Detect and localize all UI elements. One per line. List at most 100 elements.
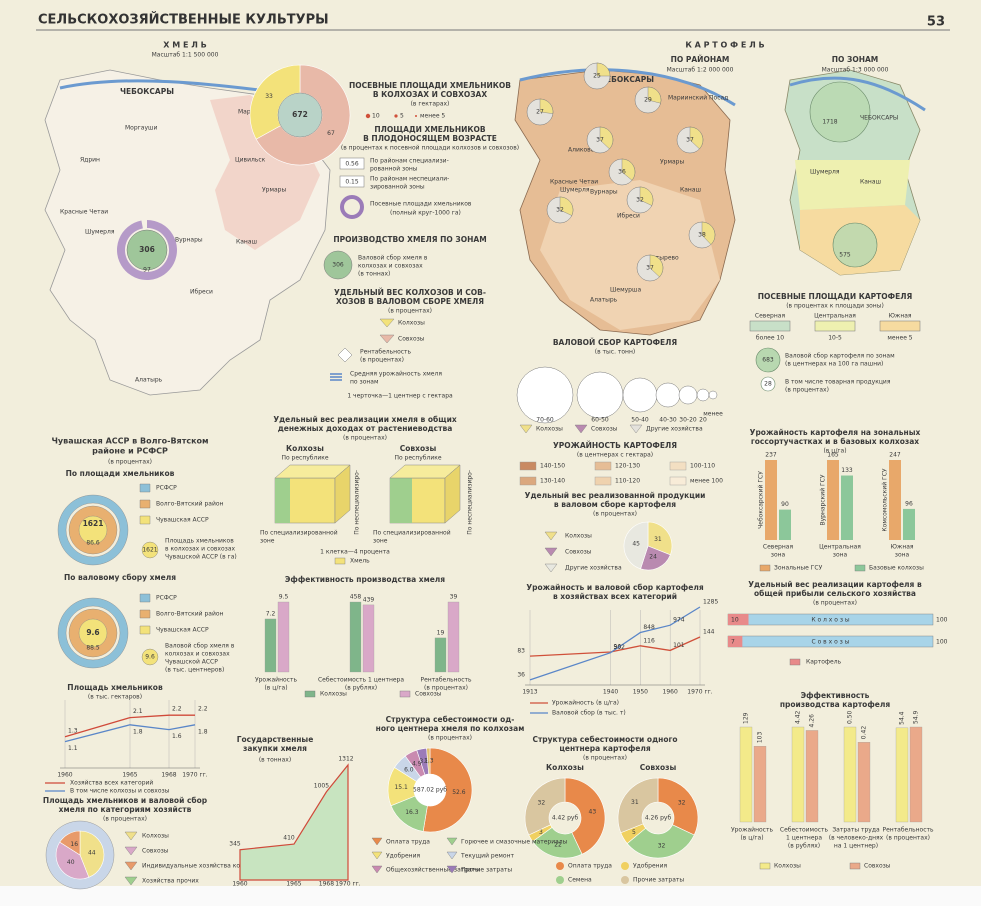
size-circle <box>696 388 710 402</box>
legend-dot <box>621 862 629 870</box>
row-label: С о в х о з ы <box>812 639 850 646</box>
legend-wedge <box>124 861 138 871</box>
label: Базовые колхозы <box>869 565 924 572</box>
chart-title: Чувашская АССР в Волго-Вятском <box>51 437 208 446</box>
x-tick-label: 1965 <box>122 772 137 779</box>
cost-slice <box>657 777 699 836</box>
label: 9.6 <box>145 654 155 661</box>
legend-swatch <box>849 862 861 870</box>
sales-slice <box>623 521 649 570</box>
label: Чувашской АССР (в га) <box>165 554 237 561</box>
cost-slice <box>524 777 566 836</box>
value-label: 1.8 <box>198 728 208 735</box>
slice-label: 24 <box>649 553 657 560</box>
district-share <box>639 186 654 206</box>
yield-bar <box>827 460 839 540</box>
label: 86.6 <box>86 540 100 547</box>
x-tick-label: 1950 <box>633 689 648 696</box>
label: 683 <box>762 357 774 364</box>
label: РСФСР <box>156 485 177 492</box>
yield-swatch <box>519 476 537 486</box>
legend-title: В КОЛХОЗАХ И СОВХОЗАХ <box>373 90 488 99</box>
cost-slice <box>564 777 606 855</box>
legend-wedge <box>124 846 138 856</box>
legend-title: ПОСЕВНЫЕ ПЛОЩАДИ ХМЕЛЬНИКОВ <box>349 81 511 90</box>
place-name: Ибреси <box>190 289 213 296</box>
value-label: 848 <box>643 624 655 631</box>
label: Прочие затраты <box>461 867 512 874</box>
label: (в центнерах с гектара) <box>577 452 653 459</box>
legend-dot <box>415 115 417 117</box>
value-label: 116 <box>643 637 655 644</box>
label: РСФСР <box>156 595 177 602</box>
slice-label: 52.6 <box>452 789 466 796</box>
legend-swatch <box>399 690 411 698</box>
place-name: Ядрин <box>80 157 100 164</box>
category-label: (в ц/га) <box>740 835 763 842</box>
x-tick-label: 1968 <box>161 772 176 779</box>
label: (в тыс. центнеров) <box>165 667 224 674</box>
map-scale: Масштаб 1:1 500 000 <box>152 52 219 59</box>
value-label: 4.26 <box>809 714 816 728</box>
x-tick-label: 1970 гг. <box>182 772 207 779</box>
label: Зональные ГСУ <box>774 565 823 572</box>
yield-swatch <box>669 461 687 471</box>
trend-line <box>529 636 701 657</box>
legend-label: Валовой сбор (в тыс. т) <box>552 710 626 717</box>
slice-label: 3 <box>539 829 543 836</box>
value-label: 974 <box>673 617 685 624</box>
zone-total <box>809 81 871 143</box>
place-name: Ибреси <box>617 213 640 220</box>
bar <box>857 742 871 823</box>
label: Совхозы <box>142 848 169 855</box>
legend-dot <box>556 876 564 884</box>
place-name: Мариинский Посад <box>668 95 728 102</box>
legend-swatch <box>854 564 866 572</box>
district-value: 37 <box>686 137 694 144</box>
profit-bar <box>728 636 743 647</box>
district-value: 25 <box>593 73 601 80</box>
label: Центральная <box>814 313 856 320</box>
category-label: Рентабельность <box>420 677 472 684</box>
zone-circle <box>126 229 168 271</box>
label: (в процентах) <box>813 600 857 607</box>
label: Чувашская АССР <box>156 517 209 524</box>
chart-title: закупки хмеля <box>243 744 307 753</box>
label: Хозяйства прочих <box>142 878 199 885</box>
slice-label: 32 <box>678 799 686 806</box>
district-value: 36 <box>618 169 626 176</box>
legend-wedge <box>446 851 458 860</box>
slice-label: 45 <box>632 541 640 548</box>
value-label: 1285 <box>703 599 718 606</box>
label: менее <box>703 411 723 418</box>
label: (в процентах) <box>343 435 387 442</box>
label: Колхозы <box>536 426 563 433</box>
label: (в ц/га) <box>823 448 846 455</box>
share-wedge <box>379 318 395 328</box>
slice-label: 1.3 <box>424 758 434 765</box>
area-line <box>64 714 195 738</box>
label: 100-110 <box>690 463 715 470</box>
place-name: Аликово <box>568 147 595 154</box>
legend-label: Хозяйства всех категорий <box>70 780 153 787</box>
label: Колхозы <box>286 444 324 453</box>
label: (в процентах) <box>108 459 152 466</box>
label: По республике <box>281 455 328 462</box>
district-value: 32 <box>636 197 644 204</box>
value-label: 54.9 <box>913 710 920 724</box>
label: Совхозы <box>640 763 677 772</box>
label: колхозах и совхозах <box>358 263 423 270</box>
label: зоне <box>260 538 275 545</box>
total-label: 100 <box>936 617 948 624</box>
label: По специализированной <box>260 530 338 537</box>
label: По специализированной <box>373 530 451 537</box>
river <box>519 68 926 112</box>
label: Валовой сбор хмеля в <box>358 255 428 262</box>
legend-flag <box>139 625 151 635</box>
legend-title: В ПЛОДОНОСЯЩЕМ ВОЗРАСТЕ <box>363 134 497 143</box>
place-name: Алатырь <box>135 377 163 384</box>
ring <box>78 515 108 545</box>
label: Площадь хмельников <box>165 538 234 545</box>
value-label: 2.2 <box>172 706 182 713</box>
